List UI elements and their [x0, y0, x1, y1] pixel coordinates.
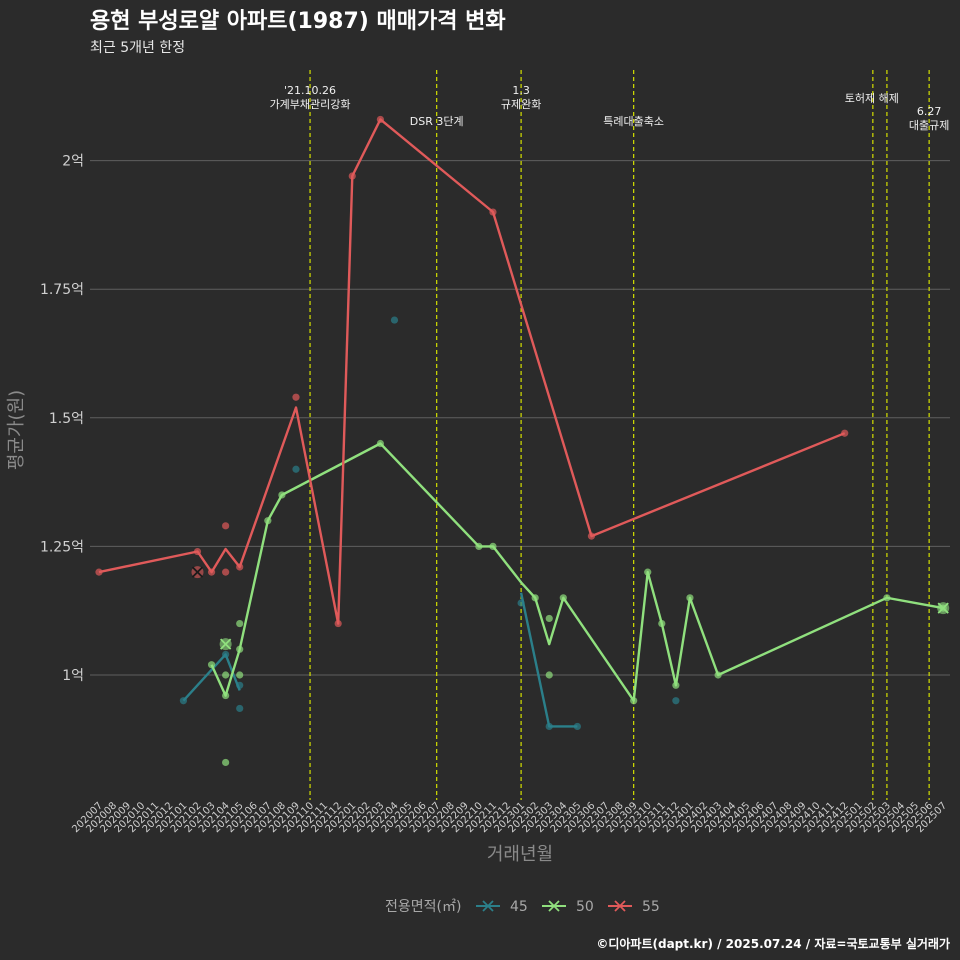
data-point-55 — [193, 547, 202, 556]
chart-subtitle: 최근 5개년 한정 — [90, 40, 185, 56]
data-point-55 — [222, 522, 230, 530]
legend-swatch-x — [548, 900, 560, 912]
y-tick-label: 1.75억 — [40, 282, 84, 298]
x-marker-50 — [937, 602, 949, 614]
data-point-50 — [236, 619, 244, 628]
data-point-50 — [222, 691, 230, 700]
legend-swatch-x — [614, 900, 626, 912]
y-tick-label: 1억 — [62, 668, 84, 684]
data-point-55 — [841, 429, 849, 437]
event-label: DSR 3단계 — [410, 115, 464, 128]
data-point-45 — [236, 704, 244, 713]
data-point-50 — [644, 568, 652, 576]
data-point-50 — [672, 681, 680, 689]
series-line-50 — [210, 442, 944, 702]
x-marker-stroke — [937, 602, 949, 614]
data-point-55 — [376, 115, 384, 124]
data-point-50 — [222, 671, 230, 679]
x-marker-50 — [219, 638, 232, 650]
data-point-50 — [278, 491, 286, 499]
grid — [90, 160, 950, 676]
data-point-45 — [545, 722, 553, 731]
legend-entry-55: 55 — [642, 899, 660, 915]
data-point-50 — [531, 594, 539, 602]
data-point-45 — [390, 316, 399, 324]
data-point-50 — [376, 439, 384, 448]
data-point-45 — [573, 722, 581, 731]
legend-title: 전용면적(㎡) — [385, 899, 461, 915]
data-point-50 — [714, 671, 722, 679]
data-point-50 — [686, 594, 694, 602]
data-point-50 — [475, 542, 483, 551]
y-axis-label: 평균가(원) — [6, 390, 27, 470]
event-label: 가계부채관리강화 — [270, 98, 351, 111]
y-tick-label: 2억 — [62, 154, 84, 170]
event-label: '21.10.26 — [284, 84, 336, 97]
data-point-55 — [222, 568, 230, 576]
data-point-55 — [207, 568, 216, 576]
data-point-50 — [630, 697, 638, 705]
event-label: 1.3 — [512, 84, 530, 97]
data-point-45 — [292, 465, 300, 473]
data-point-55 — [587, 532, 596, 540]
legend-entry-50: 50 — [576, 899, 594, 915]
y-tick-label: 1.5억 — [49, 411, 84, 427]
data-point-45 — [517, 599, 525, 607]
event-label: 대출규제 — [909, 119, 949, 132]
event-label: 토허제 해제 — [845, 91, 899, 105]
event-label: 규제완화 — [501, 98, 541, 111]
data-point-50 — [489, 542, 497, 551]
data-point-55 — [348, 172, 356, 180]
x-marker-stroke — [191, 566, 204, 578]
data-point-50 — [545, 671, 553, 679]
data-point-55 — [489, 208, 497, 216]
data-point-45 — [236, 681, 244, 689]
event-label: 특례대출축소 — [603, 115, 664, 128]
data-point-50 — [545, 614, 553, 623]
data-point-55 — [334, 619, 342, 628]
data-point-50 — [222, 758, 230, 767]
data-point-50 — [559, 594, 567, 602]
series-line-45 — [519, 592, 578, 728]
data-point-45 — [179, 697, 188, 705]
data-point-50 — [264, 517, 272, 525]
data-point-45 — [222, 650, 230, 659]
data-point-50 — [236, 645, 244, 653]
chart-title: 용현 부성로얄 아파트(1987) 매매가격 변화 — [90, 9, 506, 34]
legend-swatch-x — [482, 900, 494, 912]
data-point-45 — [672, 697, 680, 705]
data-point-50 — [658, 619, 666, 628]
event-label: 6.27 — [917, 105, 942, 118]
y-tick-label: 1.25억 — [40, 539, 84, 555]
legend: 전용면적(㎡) 45 50 55 — [385, 899, 660, 915]
x-marker-stroke — [482, 900, 494, 912]
data-point-50 — [207, 661, 216, 669]
data-point-55 — [292, 393, 300, 401]
x-axis-label: 거래년월 — [487, 844, 553, 865]
legend-entry-45: 45 — [510, 899, 528, 915]
data-point-55 — [236, 563, 244, 571]
x-marker-55 — [191, 566, 204, 578]
y-axis-ticks: 1억 1.25억 1.5억 1.75억 2억 — [40, 154, 84, 684]
x-marker-stroke — [548, 900, 560, 912]
caption: ©디아파트(dapt.kr) / 2025.07.24 / 자료=국토교통부 실… — [596, 936, 950, 951]
x-axis-ticks: 2020072020082020092020102020112020122021… — [70, 800, 949, 835]
data-point-50 — [236, 671, 244, 679]
event-lines — [309, 70, 930, 800]
series-points — [95, 115, 950, 767]
data-point-50 — [883, 594, 891, 602]
x-marker-stroke — [219, 638, 232, 650]
data-point-55 — [95, 568, 103, 576]
x-marker-stroke — [614, 900, 626, 912]
series-line-55 — [98, 118, 846, 625]
